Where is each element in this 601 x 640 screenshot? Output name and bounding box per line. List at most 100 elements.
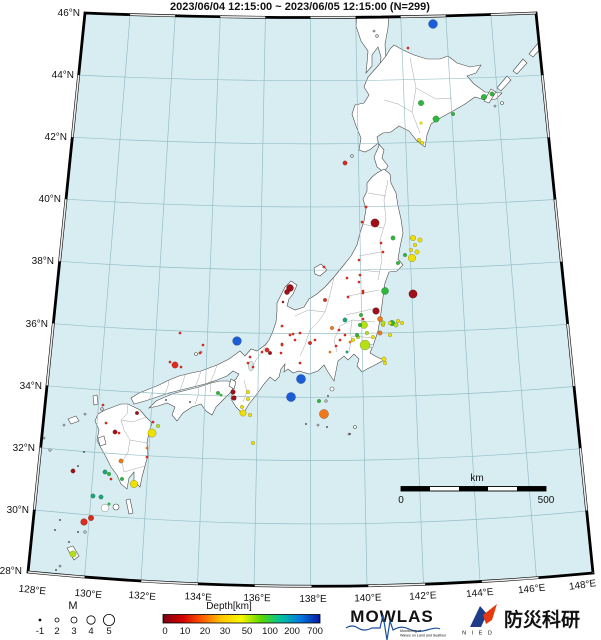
honshu-landmass <box>130 168 404 415</box>
earthquake-dot <box>147 428 157 438</box>
scale-min-label: 0 <box>398 495 404 506</box>
depth-legend-title: Depth[km] <box>206 601 252 612</box>
depth-tick-label: 20 <box>200 626 211 637</box>
lon-label: 144°E <box>466 587 495 600</box>
lat-label: 30°N <box>7 505 29 516</box>
earthquake-dot <box>67 540 70 543</box>
earthquake-dot <box>393 322 399 328</box>
mowlas-tagline-1: Monitoring of <box>400 629 421 633</box>
lon-label: 134°E <box>184 591 212 603</box>
earthquake-dot <box>380 320 386 326</box>
earthquake-dot <box>381 287 389 295</box>
nied-en-label: N I E D <box>462 631 494 637</box>
earthquake-dot <box>489 91 495 97</box>
earthquake-dot <box>361 317 365 321</box>
lat-label: 42°N <box>45 132 67 143</box>
earthquake-dot <box>364 205 368 209</box>
earthquake-dot <box>70 468 76 474</box>
magnitude-tick-label: 5 <box>106 626 111 637</box>
earthquake-dot <box>354 332 360 338</box>
earthquake-dot <box>106 471 112 477</box>
depth-tick-label: 100 <box>262 626 278 637</box>
earthquake-dot <box>280 324 284 328</box>
earthquake-dot <box>408 289 418 299</box>
earthquake-dot <box>412 242 418 248</box>
earthquake-dot <box>279 351 283 355</box>
mowlas-tagline-2: Waves on Land and Seafloor <box>400 634 447 638</box>
earthquake-dot <box>165 399 168 402</box>
lat-label: 38°N <box>32 256 54 267</box>
earthquake-dot <box>82 451 85 454</box>
lon-label: 140°E <box>354 593 382 605</box>
mowlas-waveform-icon <box>345 614 441 640</box>
earthquake-dot <box>90 493 96 499</box>
earthquake-dot <box>419 121 423 125</box>
depth-tick-label: 700 <box>307 626 323 637</box>
nied-mark-red <box>483 604 497 624</box>
earthquake-dot <box>428 19 438 29</box>
magnitude-legend-circle <box>103 614 116 627</box>
earthquake-dot <box>357 280 361 284</box>
earthquake-dot <box>379 241 383 245</box>
earthquake-dot <box>201 343 205 347</box>
magnitude-legend-circle <box>54 617 60 623</box>
earthquake-dot <box>357 258 361 262</box>
earthquake-dot <box>382 360 388 366</box>
earthquake-dot <box>98 494 104 500</box>
magnitude-legend-circle <box>70 616 78 624</box>
lat-label: 44°N <box>52 70 74 81</box>
earthquake-dot <box>293 338 297 342</box>
earthquake-dot <box>134 410 140 416</box>
earthquake-dot <box>151 420 155 424</box>
earthquake-dot <box>117 431 121 435</box>
earthquake-dot <box>80 518 88 526</box>
earthquake-dot <box>129 479 139 489</box>
earthquake-dot <box>372 307 380 315</box>
lat-label: 28°N <box>0 566 22 577</box>
earthquake-dot <box>395 260 401 266</box>
hokkaido-landmass <box>351 44 503 173</box>
map-title: 2023/06/04 12:15:00 ~ 2023/06/05 12:15:0… <box>170 1 430 13</box>
earthquake-dot <box>118 458 124 464</box>
earthquake-dot <box>387 332 393 338</box>
earthquake-dot <box>189 401 192 404</box>
earthquake-dot <box>338 338 342 342</box>
earthquake-dot <box>239 404 245 410</box>
earthquake-dot <box>399 320 405 326</box>
sakhalin-landmass <box>355 13 390 74</box>
lat-label: 46°N <box>58 8 80 19</box>
earthquake-dot <box>334 344 338 348</box>
map-frame <box>26 11 595 588</box>
earthquake-dot <box>102 469 108 475</box>
lat-label: 34°N <box>20 381 42 392</box>
earthquake-dot <box>119 476 125 482</box>
earthquake-dot <box>100 503 110 513</box>
earthquake-dot <box>284 289 290 295</box>
earthquake-dot <box>76 530 79 533</box>
lon-label: 136°E <box>243 593 271 604</box>
nied-mark-blue <box>470 606 487 627</box>
earthquake-dot <box>395 318 401 324</box>
depth-tick-label: 10 <box>180 626 191 637</box>
depth-tick-label: 30 <box>220 626 231 637</box>
longitude-labels: 128°E 130°E 132°E 134°E 136°E 138°E 140°E 142°E… <box>18 578 597 605</box>
lon-label: 132°E <box>128 590 156 603</box>
earthquake-dot <box>215 390 221 396</box>
earthquake-dot <box>248 355 252 359</box>
earthquake-dot <box>239 409 247 417</box>
lon-label: 138°E <box>299 594 327 605</box>
earthquake-dot <box>345 276 349 280</box>
earthquake-dot <box>291 332 295 336</box>
nied-logo: N I E D 防災科研 <box>462 604 580 637</box>
earthquake-dot <box>409 234 417 242</box>
prefecture-borders <box>120 57 453 473</box>
earthquake-dot <box>370 218 380 228</box>
earthquake-dot <box>305 423 308 426</box>
earthquake-dot <box>87 514 95 522</box>
earthquake-dot <box>112 429 118 435</box>
earthquake-dot <box>357 322 363 328</box>
earthquake-dot <box>145 455 149 459</box>
lat-label: 32°N <box>13 443 35 454</box>
earthquake-dot <box>381 250 385 254</box>
